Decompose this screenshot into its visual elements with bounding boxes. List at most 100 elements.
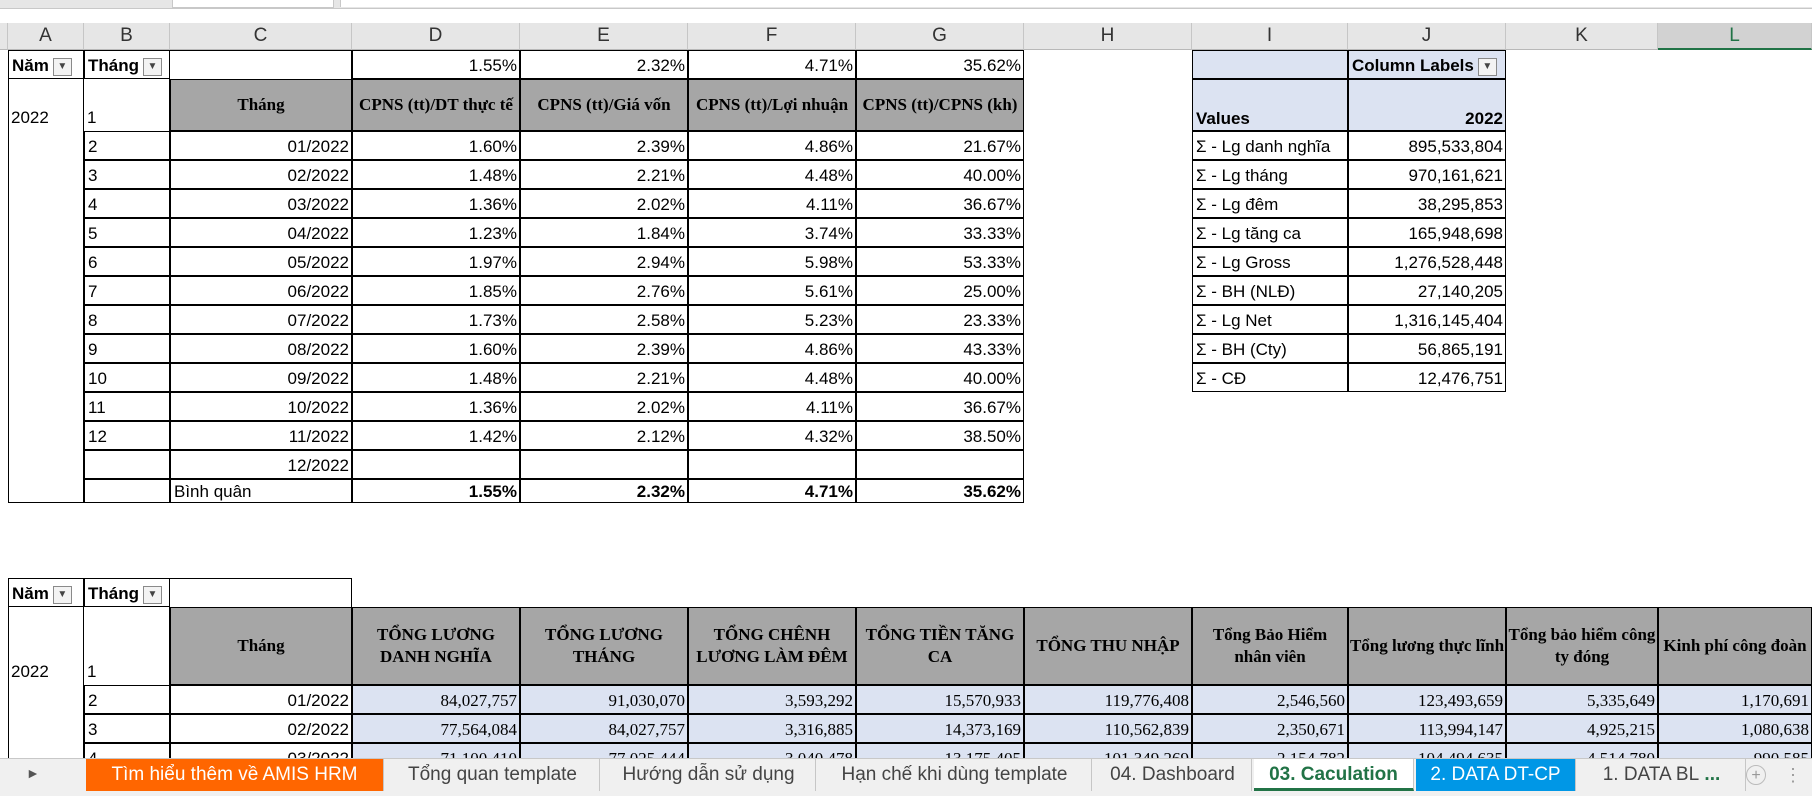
ratio-cell[interactable]: 2.94% [520,247,688,276]
ratio-cell[interactable]: 1.42% [352,421,520,450]
value-field-amount[interactable]: 970,161,621 [1348,160,1506,189]
filter-dropdown-icon[interactable]: ▼ [52,585,72,604]
ratio-cell[interactable]: 5.61% [688,276,856,305]
ratio-cell[interactable]: 4.86% [688,131,856,160]
payroll-value[interactable]: 3,316,885 [688,714,856,743]
month-num-cell[interactable]: 1 [84,79,170,131]
value-field-amount[interactable]: 165,948,698 [1348,218,1506,247]
ratio-cell[interactable]: 2.21% [520,160,688,189]
payroll-value[interactable]: 5,335,649 [1506,685,1658,714]
payroll-value[interactable]: 2,350,671 [1192,714,1348,743]
column-header-g[interactable]: G [856,23,1024,50]
filter-nam[interactable]: Năm ▼ [8,50,84,79]
month-label-cell[interactable]: 01/2022 [170,131,352,160]
month-num-cell[interactable]: 12 [84,421,170,450]
value-field-label[interactable]: Σ - BH (Cty) [1192,334,1348,363]
tab-sheet-0[interactable]: Tìm hiểu thêm về AMIS HRM [86,759,384,791]
payroll-value[interactable]: 1,170,691 [1658,685,1812,714]
ratio-cell[interactable]: 2.39% [520,131,688,160]
filter-dropdown-icon[interactable]: ▼ [143,57,162,76]
tab-sheet-2[interactable]: Hướng dẫn sử dụng [602,759,816,791]
ratio-cell[interactable]: 40.00% [856,363,1024,392]
ratio-cell[interactable]: 2.02% [520,189,688,218]
column-header-c[interactable]: C [170,23,352,50]
filter-thang-2[interactable]: Tháng ▼ [84,578,170,607]
month-label-cell[interactable]: 06/2022 [170,276,352,305]
value-field-amount[interactable]: 895,533,804 [1348,131,1506,160]
value-field-label[interactable]: Σ - Lg Net [1192,305,1348,334]
ratio-cell[interactable]: 2.39% [520,334,688,363]
ratio-cell[interactable]: 1.84% [520,218,688,247]
month-num-cell[interactable]: 5 [84,218,170,247]
value-field-amount[interactable]: 1,276,528,448 [1348,247,1506,276]
ratio-cell[interactable]: 43.33% [856,334,1024,363]
ratio-cell[interactable]: 2.21% [520,363,688,392]
ratio-cell[interactable]: 2.12% [520,421,688,450]
month-num-cell[interactable] [84,450,170,479]
filter-thang[interactable]: Tháng ▼ [84,50,170,79]
tab-sheet-4[interactable]: 04. Dashboard [1094,759,1252,791]
avg-e[interactable]: 2.32% [520,479,688,503]
column-header-i[interactable]: I [1192,23,1348,50]
month-label-cell[interactable]: 11/2022 [170,421,352,450]
month-label-cell[interactable]: 10/2022 [170,392,352,421]
value-field-label[interactable]: Σ - Lg tăng ca [1192,218,1348,247]
month-num-cell[interactable]: 8 [84,305,170,334]
column-header-l[interactable]: L [1658,23,1812,50]
payroll-value[interactable]: 1,080,638 [1658,714,1812,743]
ratio-cell[interactable] [856,450,1024,479]
year-cell[interactable]: 2022 [11,108,49,127]
month-num-cell[interactable]: 11 [84,392,170,421]
value-field-amount[interactable]: 27,140,205 [1348,276,1506,305]
column-header-h[interactable]: H [1024,23,1192,50]
ratio-cell[interactable]: 3.74% [688,218,856,247]
ratio-cell[interactable]: 4.48% [688,160,856,189]
ratio-cell[interactable]: 36.67% [856,189,1024,218]
column-labels-filter[interactable]: Column Labels ▼ [1348,50,1506,79]
filter-dropdown-icon[interactable]: ▼ [52,57,72,76]
ratio-cell[interactable] [688,450,856,479]
month-label-cell[interactable]: 04/2022 [170,218,352,247]
value-field-label[interactable]: Σ - Lg danh nghĩa [1192,131,1348,160]
payroll-value[interactable]: 4,925,215 [1506,714,1658,743]
tab-split-handle[interactable]: ⋮ [1784,765,1802,785]
month-label-cell[interactable]: 03/2022 [170,189,352,218]
select-all-corner[interactable] [0,23,8,50]
month-num-cell[interactable]: 1 [84,607,170,685]
month-num-cell[interactable]: 4 [84,189,170,218]
month-label-cell[interactable]: 01/2022 [170,685,352,714]
ratio-cell[interactable]: 25.00% [856,276,1024,305]
month-label-cell[interactable]: 05/2022 [170,247,352,276]
ratio-cell[interactable]: 1.73% [352,305,520,334]
column-header-j[interactable]: J [1348,23,1506,50]
payroll-value[interactable]: 91,030,070 [520,685,688,714]
avg-label[interactable]: Bình quân [170,479,352,503]
value-field-label[interactable]: Σ - Lg Gross [1192,247,1348,276]
ratio-cell[interactable]: 4.48% [688,363,856,392]
ratio-cell[interactable]: 33.33% [856,218,1024,247]
payroll-value[interactable]: 15,570,933 [856,685,1024,714]
triangle-right-icon[interactable]: ► [26,765,40,781]
avg-f[interactable]: 4.71% [688,479,856,503]
payroll-value[interactable]: 84,027,757 [520,714,688,743]
values-label[interactable]: Values [1192,79,1348,131]
ratio-cell[interactable]: 36.67% [856,392,1024,421]
column-header-b[interactable]: B [84,23,170,50]
ratio-cell[interactable]: 4.11% [688,189,856,218]
month-label-cell[interactable]: 12/2022 [170,450,352,479]
avg-g[interactable]: 35.62% [856,479,1024,503]
payroll-value[interactable]: 3,593,292 [688,685,856,714]
formula-input[interactable] [340,0,1812,7]
payroll-value[interactable]: 84,027,757 [352,685,520,714]
payroll-value[interactable]: 14,373,169 [856,714,1024,743]
ratio-cell[interactable]: 1.85% [352,276,520,305]
ratio-cell[interactable] [352,450,520,479]
pivot2-year[interactable]: 2022 [1348,79,1506,131]
tab-sheet-6[interactable]: 2. DATA DT-CP [1416,759,1576,791]
ratio-cell[interactable]: 38.50% [856,421,1024,450]
value-field-amount[interactable]: 38,295,853 [1348,189,1506,218]
ratio-cell[interactable]: 2.58% [520,305,688,334]
month-num-cell[interactable]: 2 [84,131,170,160]
ratio-cell[interactable]: 1.60% [352,131,520,160]
ratio-cell[interactable]: 5.23% [688,305,856,334]
